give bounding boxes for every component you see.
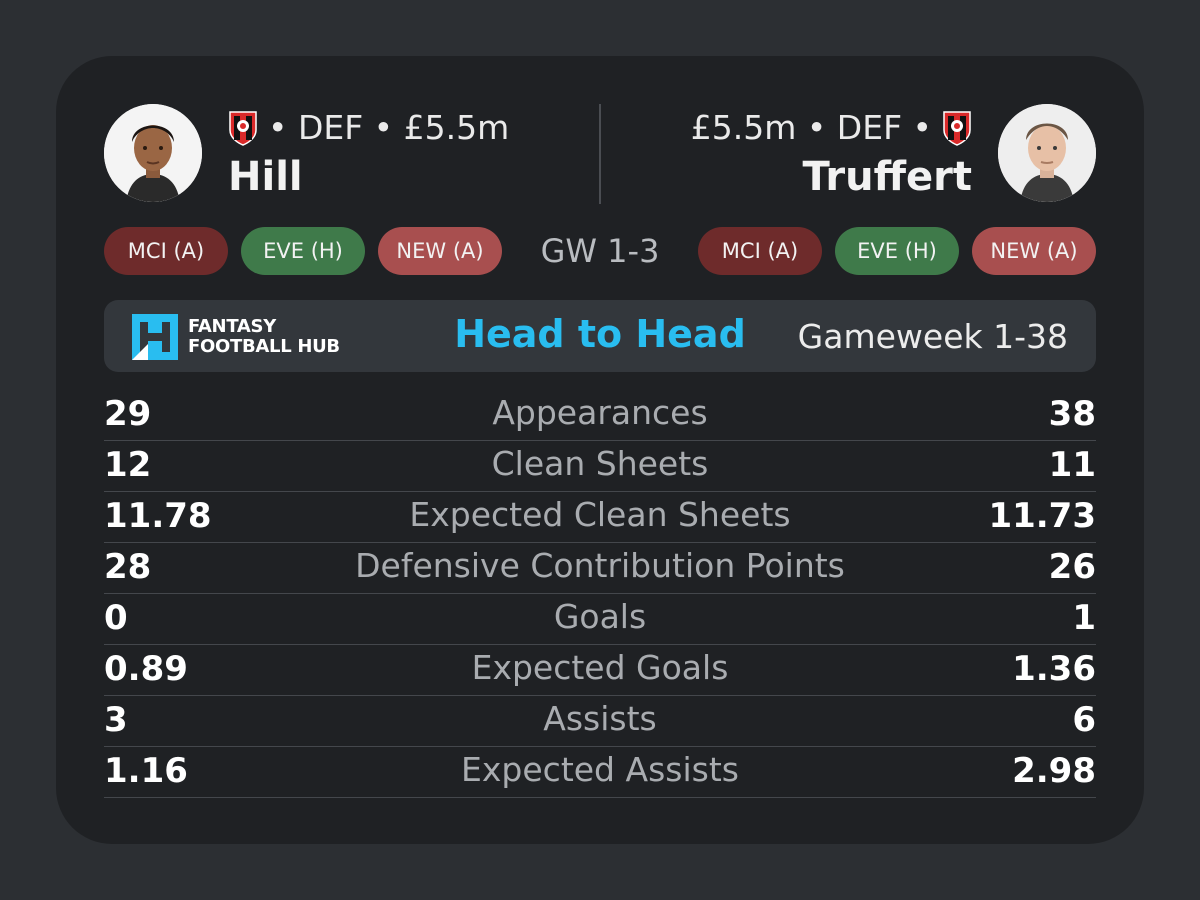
bournemouth-crest-icon [228,110,258,146]
gw-fixtures-label: GW 1-3 [540,232,660,270]
stat-left-value: 3 [104,700,128,740]
stats-table: 29 Appearances 38 12 Clean Sheets 11 11.… [104,390,1096,798]
logo-line2: FOOTBALL HUB [188,336,340,357]
fixture-pill: MCI (A) [698,227,822,275]
fixture-pill: EVE (H) [835,227,959,275]
stat-right-value: 2.98 [1012,751,1096,791]
stat-right-value: 38 [1048,394,1096,434]
player-right-meta-text: £5.5m • DEF • [690,108,932,147]
avatar [104,104,202,202]
fixture-pill: NEW (A) [972,227,1096,275]
fantasy-football-hub-logo: FANTASY FOOTBALL HUB [132,314,340,360]
stat-label: Expected Assists [461,750,739,789]
stat-right-value: 26 [1048,547,1096,587]
fantasy-football-hub-logo-icon [132,314,178,360]
stat-label: Assists [543,699,657,738]
stat-label: Defensive Contribution Points [355,546,845,585]
stat-right-value: 1.36 [1012,649,1096,689]
logo-line1: FANTASY [188,316,276,337]
table-row: 28 Defensive Contribution Points 26 [104,543,1096,594]
fixtures-right: MCI (A) EVE (H) NEW (A) [698,227,1096,275]
player-left-meta: • DEF • £5.5m [228,108,509,147]
table-row: 11.78 Expected Clean Sheets 11.73 [104,492,1096,543]
table-row: 3 Assists 6 [104,696,1096,747]
stat-label: Expected Goals [471,648,729,687]
bournemouth-crest-icon [942,110,972,146]
fixture-pill: EVE (H) [241,227,365,275]
player-left-name: Hill [228,154,303,200]
stat-label: Appearances [492,393,708,432]
table-row: 1.16 Expected Assists 2.98 [104,747,1096,798]
fixture-pill: MCI (A) [104,227,228,275]
table-row: 0.89 Expected Goals 1.36 [104,645,1096,696]
table-row: 29 Appearances 38 [104,390,1096,441]
player-left: • DEF • £5.5m Hill [104,104,524,204]
stat-left-value: 1.16 [104,751,188,791]
stat-left-value: 29 [104,394,152,434]
stat-right-value: 6 [1072,700,1096,740]
stat-right-value: 11.73 [988,496,1096,536]
table-row: 12 Clean Sheets 11 [104,441,1096,492]
player-left-meta-text: • DEF • £5.5m [268,108,510,147]
head-to-head-card: • DEF • £5.5m Hill £5.5m • DEF • [56,56,1144,844]
stat-label: Expected Clean Sheets [409,495,791,534]
fixture-pill: NEW (A) [378,227,502,275]
avatar [998,104,1096,202]
table-row: 0 Goals 1 [104,594,1096,645]
vertical-divider [599,104,601,204]
fixtures-left: MCI (A) EVE (H) NEW (A) [104,227,502,275]
stat-right-value: 11 [1048,445,1096,485]
stat-left-value: 0 [104,598,128,638]
stat-left-value: 11.78 [104,496,212,536]
stat-label: Goals [553,597,647,636]
stat-label: Clean Sheets [491,444,709,483]
head-to-head-banner: FANTASY FOOTBALL HUB Head to Head Gamewe… [104,300,1096,372]
player-right-name: Truffert [802,154,972,200]
stat-right-value: 1 [1072,598,1096,638]
stat-left-value: 28 [104,547,152,587]
player-right: £5.5m • DEF • Truffert [676,104,1096,204]
stat-left-value: 12 [104,445,152,485]
gameweek-range: Gameweek 1-38 [797,317,1068,356]
player-right-meta: £5.5m • DEF • [691,108,972,147]
banner-title: Head to Head [454,312,746,356]
stat-left-value: 0.89 [104,649,188,689]
